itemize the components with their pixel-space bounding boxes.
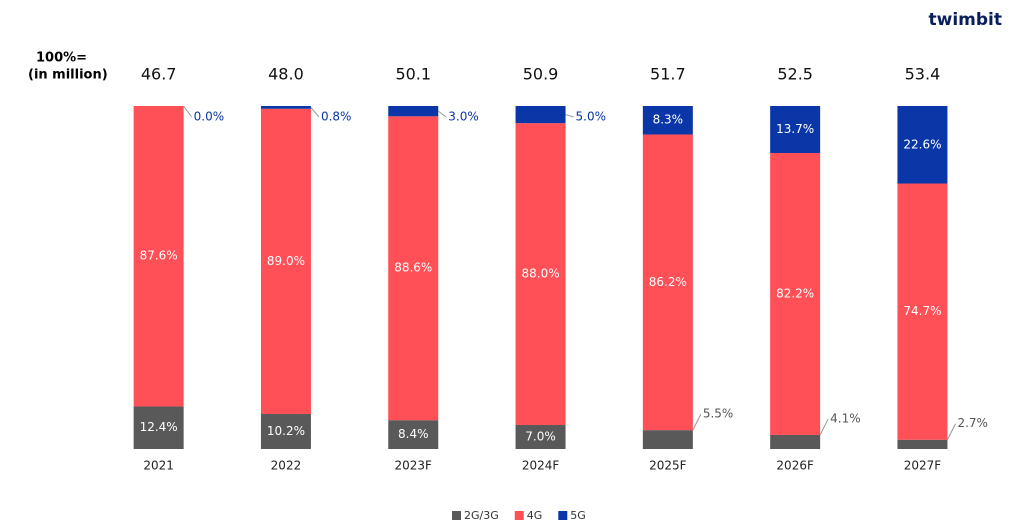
bar-segment xyxy=(388,106,439,117)
value-label: 12.4% xyxy=(140,420,178,434)
bar-segment xyxy=(770,106,821,153)
value-label: 74.7% xyxy=(903,304,941,318)
leader-line xyxy=(437,110,447,118)
value-label: 22.6% xyxy=(903,137,941,151)
bar-segment xyxy=(133,406,184,449)
value-label: 87.6% xyxy=(140,249,178,263)
value-label: 4.1% xyxy=(830,411,861,425)
leader-line xyxy=(692,413,702,431)
leader-line xyxy=(183,105,193,118)
legend-swatch xyxy=(452,511,461,520)
value-label: 3.0% xyxy=(448,110,479,124)
x-tick-label: 2021 xyxy=(143,459,174,473)
leader-line xyxy=(310,107,320,118)
leader-line xyxy=(947,423,956,440)
bar-segment xyxy=(642,430,693,449)
value-label: 5.0% xyxy=(576,110,607,124)
value-label: 5.5% xyxy=(703,407,734,421)
total-label: 53.4 xyxy=(905,65,941,84)
legend-label: 5G xyxy=(570,509,586,522)
x-tick-label: 2022 xyxy=(271,459,302,473)
legend-swatch xyxy=(514,511,524,520)
total-title: (in million) xyxy=(28,68,108,83)
value-label: 2.7% xyxy=(957,416,988,430)
total-label: 50.9 xyxy=(523,65,559,84)
bar-segment xyxy=(897,439,948,449)
value-label: 89.0% xyxy=(267,254,305,268)
value-label: 7.0% xyxy=(525,429,556,443)
value-label: 10.2% xyxy=(267,424,305,438)
x-tick-label: 2026F xyxy=(776,459,814,473)
value-label: 86.2% xyxy=(649,275,687,289)
x-tick-label: 2027F xyxy=(904,459,942,473)
bar-segment xyxy=(897,106,948,184)
legend-label: 4G xyxy=(527,509,543,522)
total-label: 46.7 xyxy=(141,65,177,84)
total-label: 51.7 xyxy=(650,65,686,84)
x-tick-label: 2024F xyxy=(522,459,560,473)
brand-logo: twimbit xyxy=(929,10,1003,30)
bar-segment xyxy=(897,183,948,440)
bar-segment xyxy=(515,424,566,449)
bar-segment xyxy=(133,106,184,407)
bar-segment xyxy=(515,123,566,425)
leader-line xyxy=(565,114,574,118)
bar-segment xyxy=(642,134,693,431)
legend-label: 2G/3G xyxy=(464,509,499,522)
legend-swatch xyxy=(558,511,568,520)
x-tick-label: 2025F xyxy=(649,459,687,473)
total-label: 52.5 xyxy=(777,65,813,84)
value-label: 8.4% xyxy=(398,427,429,441)
bar-segment xyxy=(388,116,439,421)
value-label: 82.2% xyxy=(776,286,814,300)
total-label: 48.0 xyxy=(268,65,304,84)
bar-segment xyxy=(642,106,693,135)
value-label: 88.6% xyxy=(394,261,432,275)
bar-segment xyxy=(770,152,821,435)
value-label: 0.0% xyxy=(194,110,225,124)
value-label: 8.3% xyxy=(653,113,684,127)
bar-segment xyxy=(388,420,439,449)
value-label: 88.0% xyxy=(521,267,559,281)
bar-segment xyxy=(260,106,311,109)
total-title: 100%= xyxy=(36,51,87,66)
value-label: 0.8% xyxy=(321,110,352,124)
total-label: 50.1 xyxy=(395,65,431,84)
bar-segment xyxy=(260,414,311,449)
bar-segment xyxy=(260,108,311,415)
value-label: 13.7% xyxy=(776,122,814,136)
x-tick-label: 2023F xyxy=(395,459,433,473)
leader-line xyxy=(819,418,829,436)
bar-segment xyxy=(770,434,821,449)
bar-segment xyxy=(515,106,566,124)
